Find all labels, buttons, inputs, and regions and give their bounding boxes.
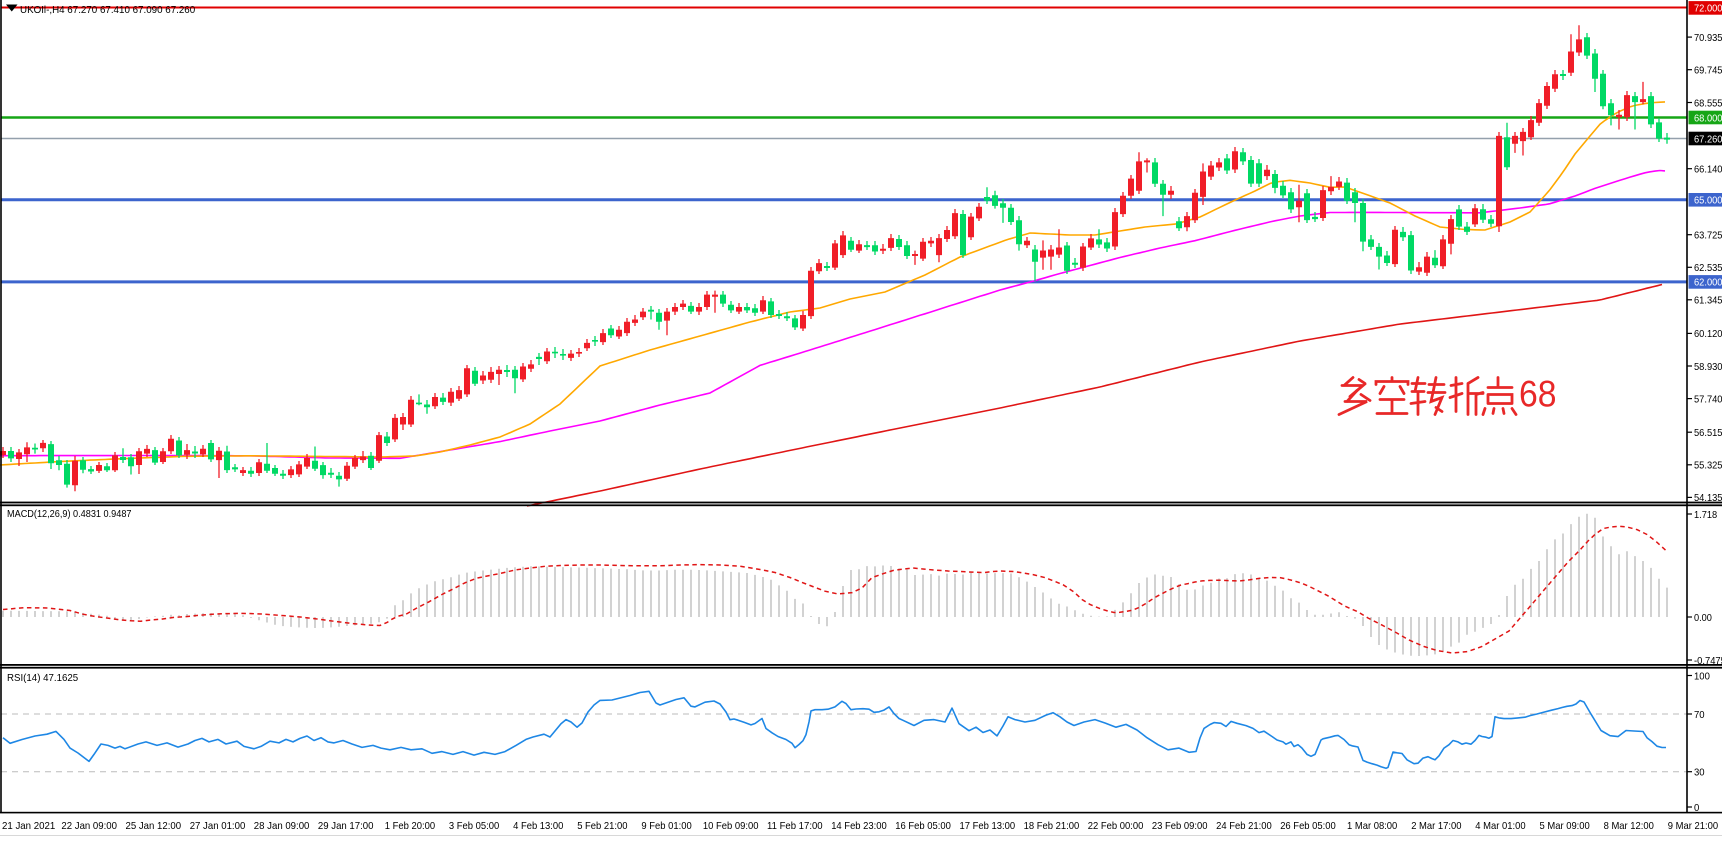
svg-text:55.325: 55.325 [1694, 460, 1722, 472]
svg-text:-0.7475: -0.7475 [1694, 655, 1722, 667]
svg-text:61.345: 61.345 [1694, 295, 1722, 307]
svg-text:26 Feb 05:00: 26 Feb 05:00 [1280, 820, 1336, 832]
svg-text:22 Feb 00:00: 22 Feb 00:00 [1088, 820, 1144, 832]
svg-text:28 Jan 09:00: 28 Jan 09:00 [254, 820, 310, 832]
svg-text:66.140: 66.140 [1694, 164, 1722, 176]
svg-text:11 Feb 17:00: 11 Feb 17:00 [767, 820, 823, 832]
svg-text:65.000: 65.000 [1694, 195, 1722, 207]
svg-text:58.930: 58.930 [1694, 361, 1722, 373]
svg-text:56.515: 56.515 [1694, 427, 1722, 439]
svg-text:5 Mar 09:00: 5 Mar 09:00 [1540, 820, 1590, 832]
svg-text:22 Jan 09:00: 22 Jan 09:00 [61, 820, 117, 832]
svg-text:0: 0 [1694, 802, 1699, 814]
svg-text:54.135: 54.135 [1694, 492, 1722, 504]
svg-text:4 Mar 01:00: 4 Mar 01:00 [1475, 820, 1525, 832]
svg-text:68.000: 68.000 [1694, 112, 1722, 124]
svg-text:17 Feb 13:00: 17 Feb 13:00 [960, 820, 1016, 832]
svg-text:UKOIl-,H4 67.270 67.410 67.09: UKOIl-,H4 67.270 67.410 67.090 67.260 [20, 4, 195, 16]
svg-text:60.120: 60.120 [1694, 328, 1722, 340]
svg-text:27 Jan 01:00: 27 Jan 01:00 [190, 820, 246, 832]
svg-text:30: 30 [1694, 767, 1705, 779]
svg-text:63.725: 63.725 [1694, 230, 1722, 242]
svg-text:MACD(12,26,9) 0.4831 0.9487: MACD(12,26,9) 0.4831 0.9487 [7, 508, 132, 520]
svg-text:3 Feb 05:00: 3 Feb 05:00 [449, 820, 499, 832]
svg-text:62.535: 62.535 [1694, 262, 1722, 274]
svg-text:62.000: 62.000 [1694, 277, 1722, 289]
svg-text:68.555: 68.555 [1694, 97, 1722, 109]
svg-text:9 Feb 01:00: 9 Feb 01:00 [641, 820, 691, 832]
svg-text:24 Feb 21:00: 24 Feb 21:00 [1216, 820, 1272, 832]
svg-text:18 Feb 21:00: 18 Feb 21:00 [1024, 820, 1080, 832]
svg-text:5 Feb 21:00: 5 Feb 21:00 [577, 820, 627, 832]
svg-text:8 Mar 12:00: 8 Mar 12:00 [1604, 820, 1654, 832]
svg-text:10 Feb 09:00: 10 Feb 09:00 [703, 820, 759, 832]
svg-text:1 Feb 20:00: 1 Feb 20:00 [385, 820, 435, 832]
svg-text:2 Mar 17:00: 2 Mar 17:00 [1411, 820, 1461, 832]
svg-text:9 Mar 21:00: 9 Mar 21:00 [1668, 820, 1718, 832]
svg-text:67.260: 67.260 [1694, 133, 1722, 145]
svg-text:4 Feb 13:00: 4 Feb 13:00 [513, 820, 563, 832]
svg-text:21 Jan 2021: 21 Jan 2021 [2, 820, 55, 832]
svg-text:14 Feb 23:00: 14 Feb 23:00 [831, 820, 887, 832]
svg-text:70.935: 70.935 [1694, 32, 1722, 44]
svg-text:25 Jan 12:00: 25 Jan 12:00 [126, 820, 182, 832]
svg-text:72.000: 72.000 [1694, 3, 1722, 15]
svg-text:68: 68 [1519, 374, 1557, 415]
svg-text:RSI(14) 47.1625: RSI(14) 47.1625 [7, 672, 78, 684]
svg-text:23 Feb 09:00: 23 Feb 09:00 [1152, 820, 1208, 832]
svg-text:1 Mar 08:00: 1 Mar 08:00 [1347, 820, 1397, 832]
svg-text:70: 70 [1694, 709, 1705, 721]
svg-text:57.740: 57.740 [1694, 393, 1722, 405]
svg-text:16 Feb 05:00: 16 Feb 05:00 [895, 820, 951, 832]
svg-text:1.718: 1.718 [1694, 509, 1717, 521]
svg-text:0.00: 0.00 [1694, 612, 1712, 624]
svg-text:69.745: 69.745 [1694, 65, 1722, 77]
svg-text:29 Jan 17:00: 29 Jan 17:00 [318, 820, 374, 832]
svg-text:100: 100 [1694, 670, 1710, 682]
